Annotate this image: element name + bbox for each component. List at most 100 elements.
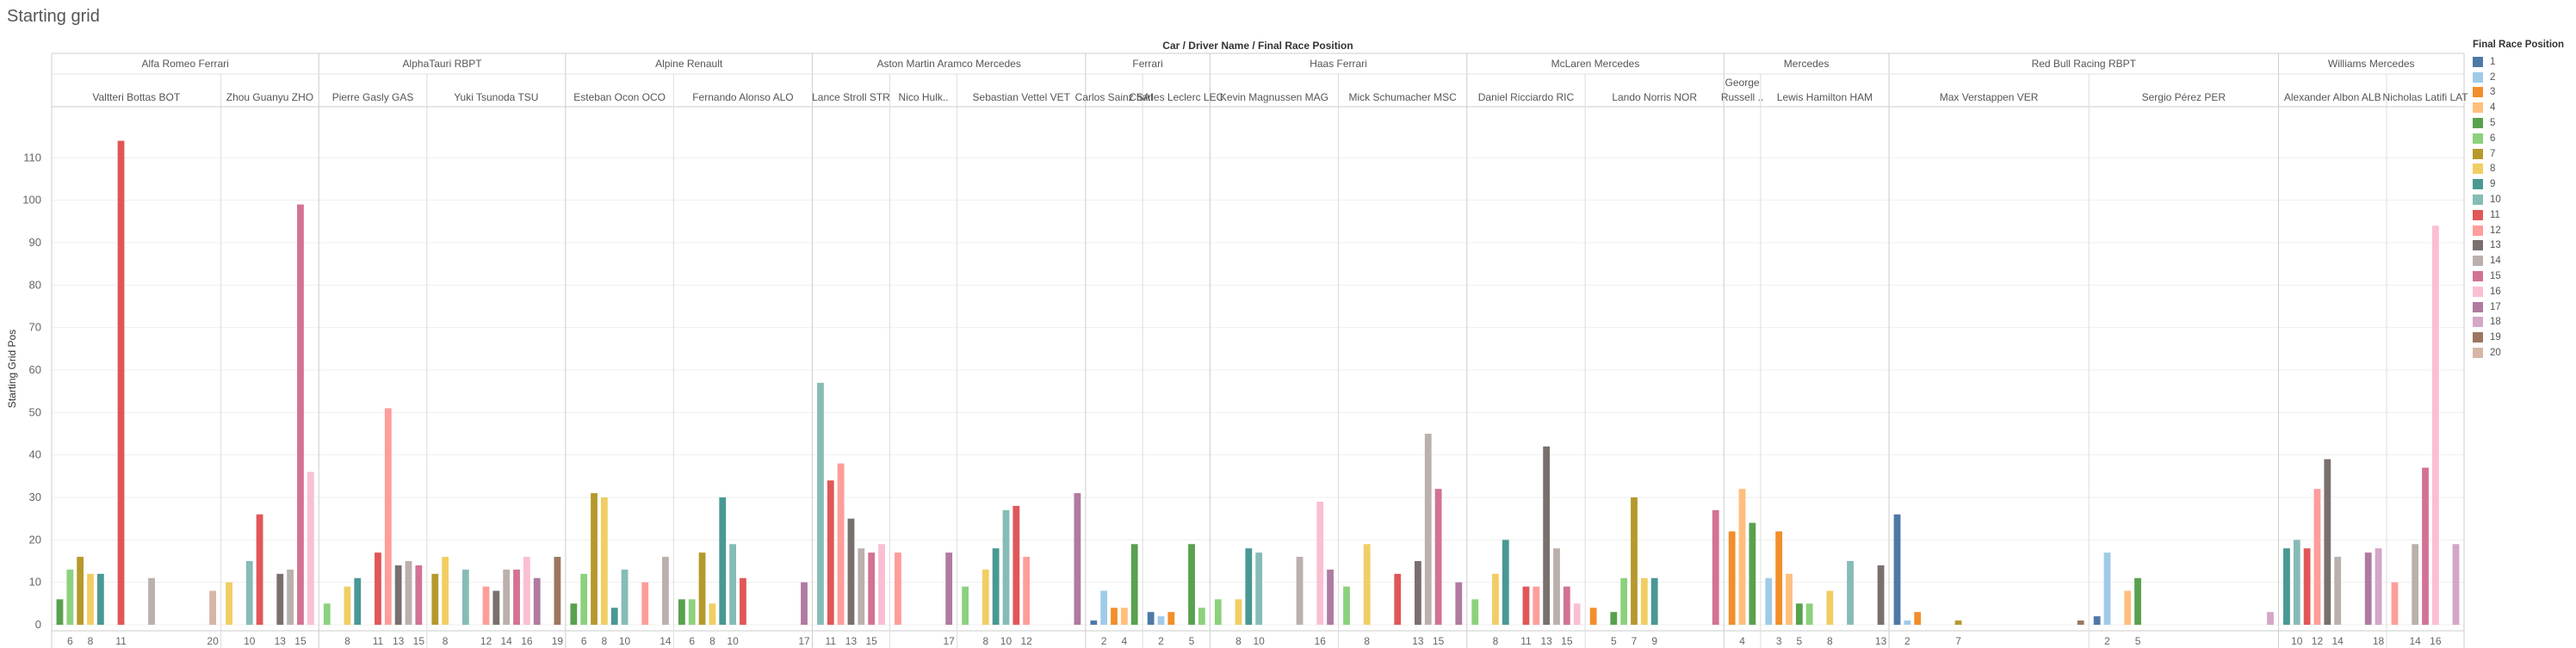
bar [1471, 599, 1479, 625]
x-tick-label: 5 [1797, 635, 1803, 647]
legend-swatch [2473, 133, 2483, 144]
legend-label: 10 [2490, 194, 2501, 206]
bar [962, 586, 969, 625]
legend-label: 17 [2490, 301, 2501, 312]
bar [992, 548, 1000, 625]
bar [1728, 531, 1736, 625]
bar [981, 569, 989, 625]
bar [709, 603, 716, 625]
bar [117, 140, 125, 626]
bar [245, 561, 253, 625]
y-tick-label: 0 [35, 618, 41, 631]
y-tick-label: 50 [29, 405, 41, 418]
bar [2077, 620, 2084, 625]
bar [513, 569, 520, 625]
y-tick-label: 70 [29, 321, 41, 334]
legend-label: 3 [2490, 87, 2496, 98]
x-tick-label: 10 [1254, 635, 1266, 647]
legend-label: 1 [2490, 56, 2496, 67]
x-tick-label: 8 [1493, 635, 1499, 647]
y-tick-label: 80 [29, 278, 41, 291]
bar [492, 590, 500, 625]
bar [1394, 573, 1402, 625]
car-label: Ferrari [1132, 58, 1162, 70]
bar [1363, 544, 1371, 625]
legend-swatch [2473, 240, 2483, 251]
bar [56, 599, 64, 625]
bar [1589, 608, 1597, 625]
legend-item: 6 [2473, 131, 2576, 146]
legend-item: 15 [2473, 268, 2576, 284]
legend-swatch [2473, 179, 2483, 190]
legend-item: 1 [2473, 54, 2576, 70]
legend-item: 12 [2473, 223, 2576, 238]
legend-item: 18 [2473, 315, 2576, 330]
bar [2103, 552, 2111, 625]
x-tick-label: 14 [501, 635, 513, 647]
bar [801, 582, 808, 625]
legend-swatch [2473, 148, 2483, 159]
bar [2134, 577, 2141, 625]
x-tick-label: 4 [1122, 635, 1128, 647]
x-tick-label: 17 [798, 635, 810, 647]
bar [837, 463, 845, 625]
bar [1610, 612, 1618, 625]
bar [77, 557, 84, 625]
bar [827, 480, 834, 625]
bar [2093, 616, 2101, 625]
bar [662, 557, 669, 625]
bar [2334, 557, 2342, 625]
bar [1316, 501, 1324, 625]
legend-item: 7 [2473, 146, 2576, 162]
bar [1786, 573, 1793, 625]
driver-label: George [1725, 77, 1760, 89]
bar [868, 552, 876, 625]
x-tick-label: 6 [581, 635, 587, 647]
x-tick-label: 2 [1158, 635, 1164, 647]
legend-label: 13 [2490, 240, 2501, 251]
bar [580, 573, 588, 625]
x-tick-label: 16 [521, 635, 533, 647]
bar [1543, 446, 1551, 625]
bar [1893, 514, 1901, 625]
legend-swatch [2473, 332, 2483, 343]
driver-label: Max Verstappen VER [1940, 91, 2039, 103]
bars [56, 140, 2460, 626]
legend-swatch [2473, 164, 2483, 175]
bar [678, 599, 685, 625]
x-tick-label: 13 [1875, 635, 1887, 647]
bar [554, 557, 561, 625]
bar [1255, 552, 1263, 625]
x-tick-label: 16 [1315, 635, 1327, 647]
bar [1120, 608, 1128, 625]
y-tick-label: 30 [29, 491, 41, 503]
bar [354, 577, 362, 625]
bar [256, 514, 263, 625]
x-tick-label: 12 [480, 635, 492, 647]
bar [2431, 225, 2439, 625]
car-label: Alfa Romeo Ferrari [141, 58, 228, 70]
legend-item: 5 [2473, 115, 2576, 131]
bar [461, 569, 469, 625]
bar [1749, 522, 1756, 625]
bar [641, 582, 649, 625]
x-tick-label: 11 [826, 635, 837, 647]
x-tick-label: 5 [1611, 635, 1617, 647]
x-tick-label: 13 [1540, 635, 1552, 647]
y-axis-label: Starting Grid Pos [6, 330, 18, 408]
bar [1235, 599, 1242, 625]
x-tick-label: 13 [275, 635, 287, 647]
bar [1805, 603, 1813, 625]
bar [1002, 509, 1010, 625]
bar [1130, 544, 1138, 625]
bar [1650, 577, 1658, 625]
bar [858, 548, 865, 625]
bar [1775, 531, 1783, 625]
bar [1765, 577, 1773, 625]
legend-item: 9 [2473, 176, 2576, 192]
legend-label: 12 [2490, 225, 2501, 236]
legend-label: 6 [2490, 133, 2496, 144]
car-label: Haas Ferrari [1310, 58, 1367, 70]
bar [384, 408, 392, 625]
bar [591, 493, 598, 625]
